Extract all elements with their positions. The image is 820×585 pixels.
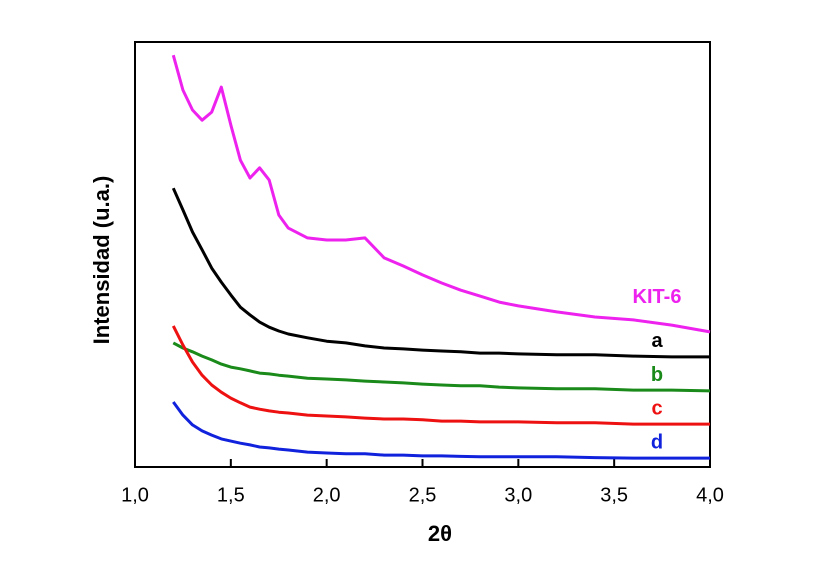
plot-frame: [134, 41, 711, 468]
series-label: b: [651, 364, 663, 386]
x-axis-title: 2θ: [428, 521, 452, 546]
x-tick-label: 3,0: [504, 484, 532, 506]
series-line: [171, 54, 711, 334]
series-label: KIT-6: [633, 286, 682, 308]
x-tick-label: 1,0: [121, 484, 149, 506]
series-label: c: [651, 397, 662, 419]
y-axis-title: Intensidad (u.a.): [89, 176, 114, 345]
series-line: [172, 341, 711, 393]
x-tick-label: 2,5: [409, 484, 437, 506]
x-tick-label: 3,5: [600, 484, 628, 506]
x-tick-label: 1,5: [217, 484, 245, 506]
x-tick-label: 2,0: [313, 484, 341, 506]
series-label: a: [651, 330, 663, 352]
series-line: [172, 401, 710, 460]
series-line: [171, 187, 710, 359]
series-line: [171, 325, 710, 426]
series-label: d: [651, 431, 663, 453]
x-tick-label: 4,0: [696, 484, 724, 506]
